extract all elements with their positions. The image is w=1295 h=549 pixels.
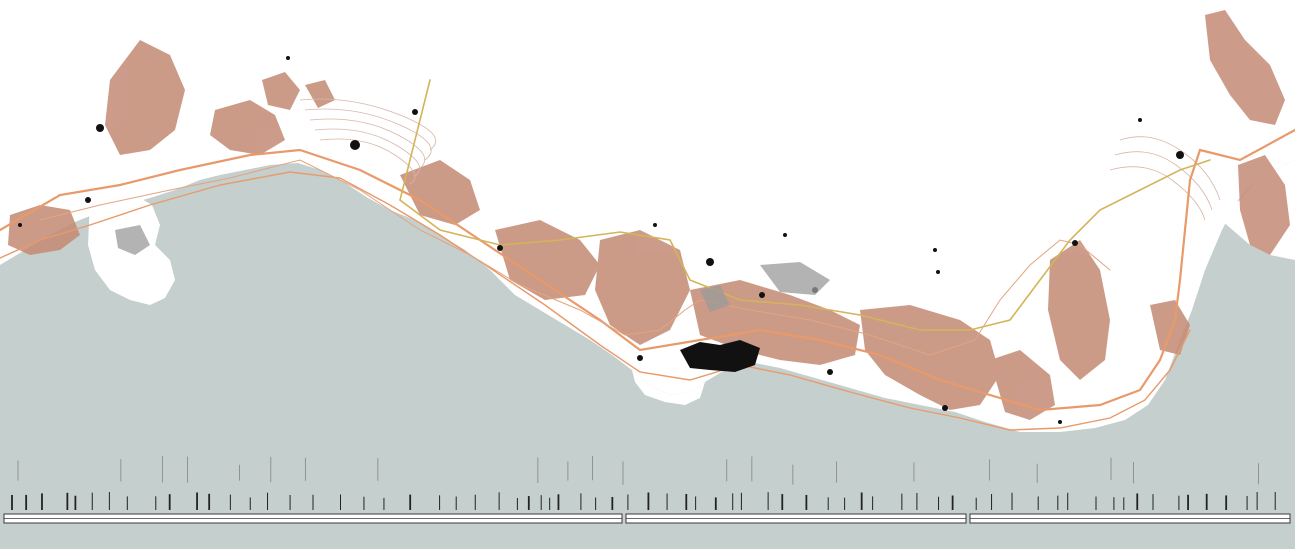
lagoon [52, 278, 102, 305]
distance-bar [3, 513, 1291, 524]
roads [0, 79, 1295, 431]
station-ticks [11, 455, 1276, 510]
coastal-road [0, 171, 1191, 431]
inland-road [399, 79, 1211, 331]
primary-road [0, 128, 1295, 412]
railway [39, 159, 1111, 356]
cape [632, 370, 705, 405]
contour-lines [299, 98, 1221, 221]
main-city [680, 340, 760, 372]
urban-grey-areas [115, 225, 830, 312]
land-mass [0, 0, 1295, 432]
